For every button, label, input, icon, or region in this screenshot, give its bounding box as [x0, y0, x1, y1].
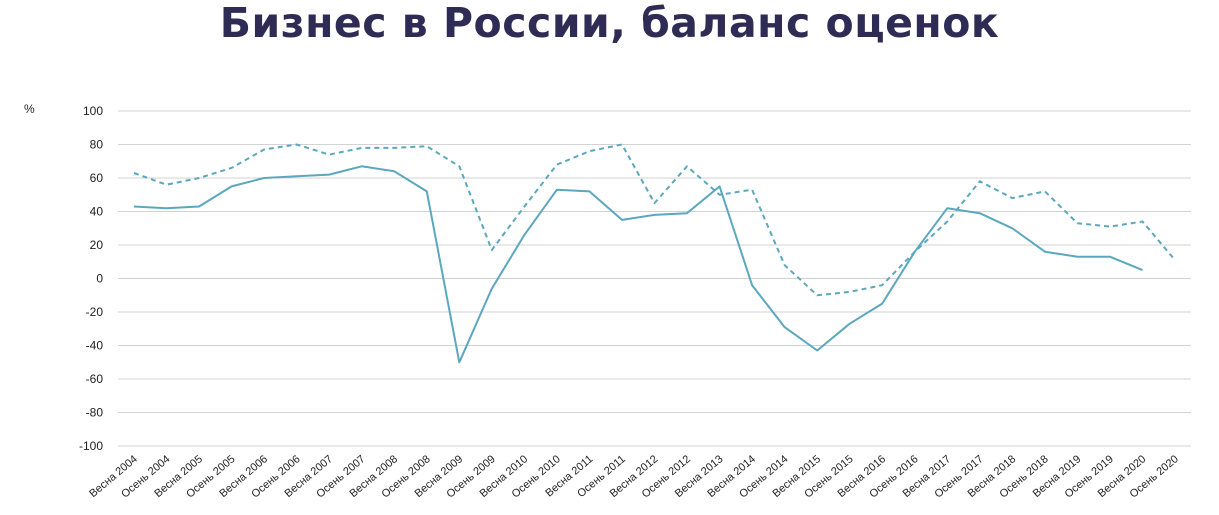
- y-tick-label: 20: [90, 238, 104, 252]
- y-tick-label: 40: [90, 205, 104, 219]
- y-tick-label: -80: [86, 406, 104, 420]
- y-tick-label: -60: [86, 372, 104, 386]
- y-tick-label: -20: [86, 305, 104, 319]
- series-line-dashed: [133, 143, 1176, 297]
- y-tick-label: 0: [96, 272, 103, 286]
- y-tick-label: 60: [90, 171, 104, 185]
- y-axis-unit-label: %: [24, 102, 35, 116]
- y-tick-label: -100: [79, 439, 103, 453]
- gridlines: [118, 110, 1191, 447]
- y-tick-label: 100: [83, 104, 103, 118]
- y-tick-label: 80: [90, 138, 104, 152]
- y-tick-labels: 100 80 60 40 20 0 -20 -40 -60 -80 -100: [79, 104, 103, 453]
- series-lines: [133, 143, 1176, 364]
- series-line-solid: [133, 165, 1143, 364]
- chart-title: Бизнес в России, баланс оценок: [219, 0, 1000, 47]
- y-tick-label: -40: [86, 339, 104, 353]
